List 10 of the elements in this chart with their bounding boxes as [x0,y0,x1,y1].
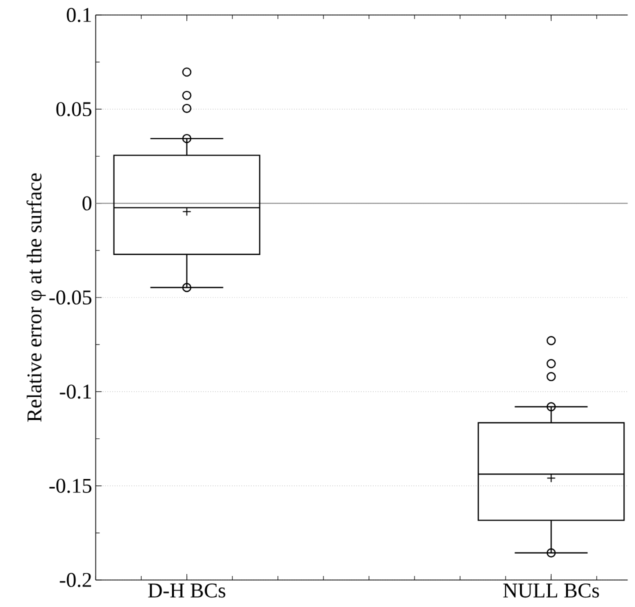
y-tick-label: -0.05 [49,290,92,305]
y-tick-label: 0 [82,196,92,210]
y-tick-label: -0.15 [49,478,92,493]
x-tick-label: D-H BCs [148,584,226,598]
y-tick-label: -0.2 [60,572,92,588]
x-tick-label: NULL BCs [503,584,599,598]
y-tick-label: -0.1 [60,384,91,399]
y-tick-label: 0.1 [66,8,91,22]
y-axis-title: Relative error φ at the surface [26,173,46,422]
y-tick-label: 0.05 [56,102,92,116]
